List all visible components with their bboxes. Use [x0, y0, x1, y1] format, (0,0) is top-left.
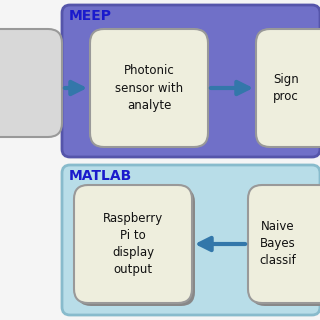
FancyBboxPatch shape: [0, 29, 62, 137]
FancyBboxPatch shape: [248, 185, 320, 303]
FancyBboxPatch shape: [251, 188, 320, 306]
FancyBboxPatch shape: [90, 29, 208, 147]
FancyBboxPatch shape: [62, 5, 320, 157]
FancyBboxPatch shape: [77, 188, 195, 306]
FancyBboxPatch shape: [74, 185, 192, 303]
FancyBboxPatch shape: [62, 165, 320, 315]
Text: Sign
proc: Sign proc: [273, 73, 299, 103]
Text: Photonic
sensor with
analyte: Photonic sensor with analyte: [115, 65, 183, 111]
Text: Naive
Bayes
classif: Naive Bayes classif: [260, 220, 296, 268]
Text: Raspberry
Pi to
display
output: Raspberry Pi to display output: [103, 212, 163, 276]
Text: MATLAB: MATLAB: [69, 169, 132, 183]
Text: MEEP: MEEP: [69, 9, 112, 23]
FancyBboxPatch shape: [256, 29, 320, 147]
